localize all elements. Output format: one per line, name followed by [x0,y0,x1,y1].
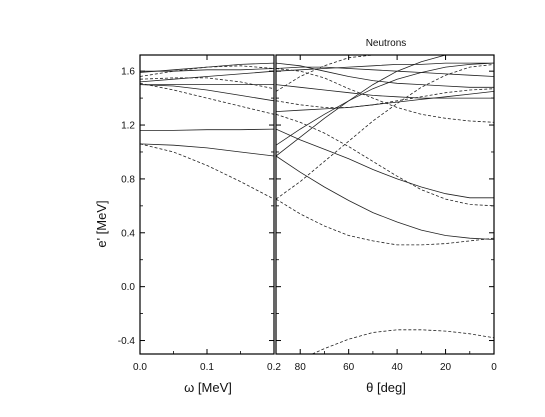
left-x-tick-label: 0.1 [200,362,214,373]
left-series-line-8 [140,77,274,90]
right-series-line-14 [276,66,494,77]
right-series-line-11 [276,91,494,112]
y-tick-label: 0.0 [121,282,135,293]
left-x-tick-label: 0.0 [133,362,147,373]
right-x-tick-label: 40 [392,362,404,373]
right-series-line-8 [276,64,494,200]
y-tick-label: 1.6 [121,67,135,78]
left-series-line-11 [140,68,274,72]
y-tick-label: 0.8 [121,174,135,185]
right-x-tick-label: 80 [295,362,307,373]
right-series-line-1 [312,329,494,354]
right-series-line-16 [276,62,494,88]
y-axis-label: e' [MeV] [94,200,109,247]
left-series-line-2 [140,143,274,157]
left-panel: 0.0 0.1 0.2 -0.4 0.0 0.4 0.8 1.2 1.6 [118,54,281,373]
right-x-tick-label: 20 [440,362,452,373]
right-series-line-4 [276,128,494,199]
right-x-tick-label: 0 [491,362,497,373]
right-series-line-5 [276,113,494,207]
x-axis-label-right: θ [deg] [366,380,406,395]
chart-title: Neutrons [366,38,407,49]
left-x-tick-label: 0.2 [267,362,281,373]
y-tick-label: 0.4 [121,228,135,239]
left-series-line-10 [140,62,274,73]
right-series-line-2 [276,155,494,240]
right-series-line-9 [276,68,494,123]
right-series-line-7 [276,62,494,146]
left-series-line-4 [140,84,274,102]
y-tick-label: 1.2 [121,121,135,132]
right-plot-frame [275,54,495,355]
right-series-line-6 [276,55,494,157]
right-series-line-12 [276,88,494,108]
y-tick-label: -0.4 [118,336,136,347]
left-series-line-6 [140,82,274,115]
right-series-line-10 [276,84,494,99]
x-axis-label-left: ω [MeV] [184,380,232,395]
left-series-line-3 [140,143,274,200]
right-series-line-3 [276,198,494,246]
left-series-line-1 [140,128,274,131]
left-series-line-7 [140,70,274,83]
right-x-tick-label: 60 [343,362,355,373]
right-series-line-13 [276,62,494,72]
right-panel: 80 60 40 20 0 [275,54,497,373]
left-plot-frame [139,54,275,355]
right-series-line-15 [276,55,494,92]
